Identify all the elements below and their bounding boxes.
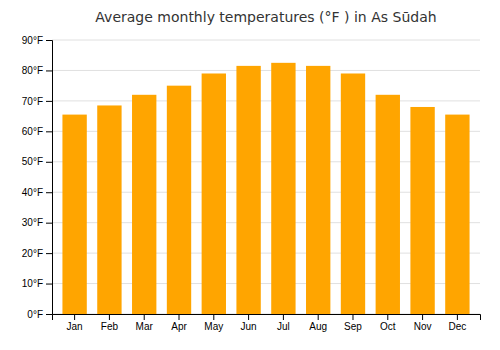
bar <box>132 95 156 314</box>
y-tick-mark <box>46 131 52 132</box>
bar <box>271 63 295 314</box>
y-tick-label: 20°F <box>22 248 43 259</box>
bars <box>62 63 469 314</box>
bar <box>410 107 434 314</box>
y-axis-line <box>46 41 53 315</box>
x-tick-mark <box>283 314 284 320</box>
y-tick: 50°F <box>22 156 52 167</box>
y-tick-mark <box>46 162 52 163</box>
x-tick: May <box>204 314 223 332</box>
y-tick-label: 80°F <box>22 65 43 76</box>
x-tick-label: Jun <box>241 321 257 332</box>
y-tick: 80°F <box>22 65 52 76</box>
bar <box>341 73 365 314</box>
y-tick-label: 60°F <box>22 126 43 137</box>
x-tick-mark <box>422 314 423 320</box>
x-tick-label: May <box>204 321 223 332</box>
y-axis: 0°F 10°F 20°F 30°F 40°F 50°F 60°F 70°F 80°F 90°F <box>22 35 53 320</box>
x-tick-mark <box>179 314 180 320</box>
x-tick: Jun <box>241 314 257 332</box>
y-tick: 60°F <box>22 126 52 137</box>
x-tick: Dec <box>448 314 466 332</box>
bar <box>167 86 191 314</box>
y-tick: 70°F <box>22 96 52 107</box>
bar <box>62 115 86 314</box>
y-tick-mark <box>46 40 52 41</box>
bar <box>236 66 260 314</box>
bar <box>202 73 226 314</box>
y-tick-label: 50°F <box>22 156 43 167</box>
x-tick-label: Jul <box>277 321 290 332</box>
y-tick-label: 10°F <box>22 278 43 289</box>
x-tick-mark <box>248 314 249 320</box>
x-tick: Feb <box>101 314 119 332</box>
title: Average monthly temperatures (°F ) in As… <box>95 9 436 25</box>
y-tick-label: 30°F <box>22 217 43 228</box>
y-tick-label: 40°F <box>22 187 43 198</box>
x-tick-mark <box>318 314 319 320</box>
x-tick: Jul <box>277 314 290 332</box>
y-tick: 40°F <box>22 187 52 198</box>
y-tick-label: 0°F <box>27 309 43 320</box>
x-tick-label: Oct <box>380 321 396 332</box>
chart: Jan Feb Mar Apr May Jun Jul Aug Sep Oct Nov Dec 0°F 1… <box>0 0 500 350</box>
grid-line <box>52 40 480 41</box>
x-tick-label: Sep <box>344 321 362 332</box>
x-tick-label: Jan <box>67 321 83 332</box>
y-tick: 90°F <box>22 35 52 46</box>
x-tick-mark <box>387 314 388 320</box>
y-tick: 0°F <box>27 309 52 320</box>
y-tick-label: 90°F <box>22 35 43 46</box>
y-tick-mark <box>46 284 52 285</box>
bar <box>306 66 330 314</box>
x-axis: Jan Feb Mar Apr May Jun Jul Aug Sep Oct Nov Dec <box>53 314 481 332</box>
x-tick-label: Feb <box>101 321 119 332</box>
y-tick: 20°F <box>22 248 52 259</box>
y-tick-mark <box>46 70 52 71</box>
grid <box>52 40 480 314</box>
y-tick-mark <box>46 192 52 193</box>
y-tick: 30°F <box>22 217 52 228</box>
x-tick: Jan <box>67 314 83 332</box>
x-tick: Nov <box>414 314 432 332</box>
bar <box>445 115 469 314</box>
x-tick: Oct <box>380 314 396 332</box>
grid-line <box>52 100 480 101</box>
x-tick-label: Nov <box>414 321 432 332</box>
y-tick-mark <box>46 101 52 102</box>
x-tick: Aug <box>309 314 327 332</box>
y-tick-label: 70°F <box>22 96 43 107</box>
y-tick-mark <box>46 223 52 224</box>
bar <box>97 105 121 314</box>
x-tick-mark <box>144 314 145 320</box>
x-tick-mark <box>74 314 75 320</box>
x-tick-mark <box>109 314 110 320</box>
x-tick-label: Apr <box>171 321 187 332</box>
x-tick-mark <box>457 314 458 320</box>
x-tick-mark <box>213 314 214 320</box>
x-tick-label: Dec <box>448 321 466 332</box>
grid-line <box>52 70 480 71</box>
x-axis-line <box>53 315 481 321</box>
x-tick-mark <box>352 314 353 320</box>
x-tick-label: Mar <box>136 321 154 332</box>
x-tick-label: Aug <box>309 321 327 332</box>
y-tick-mark <box>46 314 52 315</box>
bar <box>376 95 400 314</box>
x-tick: Apr <box>171 314 187 332</box>
y-tick: 10°F <box>22 278 52 289</box>
y-tick-mark <box>46 253 52 254</box>
x-tick: Sep <box>344 314 362 332</box>
x-tick: Mar <box>136 314 154 332</box>
